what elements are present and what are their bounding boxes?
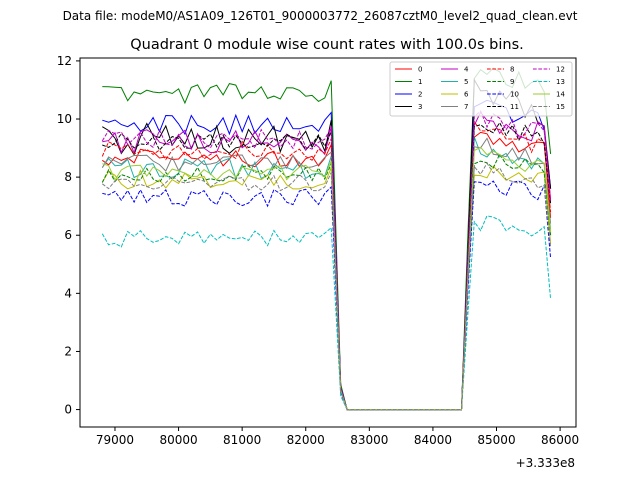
x-tick-label: 81000 bbox=[223, 433, 261, 447]
y-tick-label: 4 bbox=[64, 286, 72, 300]
plot-frame bbox=[79, 57, 577, 428]
legend-label: 15 bbox=[556, 103, 565, 111]
legend-label: 2 bbox=[418, 91, 422, 99]
series-line-10 bbox=[102, 180, 552, 411]
y-tick-label: 8 bbox=[64, 170, 72, 184]
x-tick-label: 79000 bbox=[96, 433, 134, 447]
series-line-0 bbox=[102, 131, 552, 411]
series-line-15 bbox=[101, 162, 552, 411]
series-line-8 bbox=[101, 120, 552, 411]
y-tick-label: 0 bbox=[64, 403, 72, 417]
y-tick-label: 6 bbox=[64, 228, 72, 242]
legend-label: 4 bbox=[464, 66, 469, 74]
x-offset-label: +3.333e8 bbox=[516, 456, 575, 470]
series-line-9 bbox=[101, 153, 552, 411]
legend-label: 7 bbox=[464, 103, 468, 111]
legend-label: 3 bbox=[418, 103, 422, 111]
x-tick-label: 83000 bbox=[350, 433, 388, 447]
x-tick-label: 80000 bbox=[159, 433, 197, 447]
legend-label: 1 bbox=[418, 78, 422, 86]
x-tick-label: 84000 bbox=[414, 433, 452, 447]
x-tick-label: 82000 bbox=[287, 433, 325, 447]
legend-label: 9 bbox=[510, 78, 514, 86]
series-line-14 bbox=[102, 146, 552, 411]
legend-label: 10 bbox=[510, 91, 519, 99]
y-tick-label: 10 bbox=[57, 112, 72, 126]
legend-label: 12 bbox=[556, 66, 565, 74]
y-tick-label: 12 bbox=[57, 54, 72, 68]
y-tick-label: 2 bbox=[64, 344, 72, 358]
chart-title: Quadrant 0 module wise count rates with … bbox=[130, 37, 524, 53]
x-tick-label: 85000 bbox=[477, 433, 515, 447]
x-axis: 79000 80000 81000 82000 83000 84000 85000 86000 bbox=[96, 427, 579, 447]
legend-box bbox=[389, 61, 573, 117]
series-line-13 bbox=[101, 215, 552, 411]
legend-label: 13 bbox=[556, 78, 565, 86]
series-line-6 bbox=[101, 165, 552, 411]
chart-suptitle: Data file: modeM0/AS1A09_126T01_90000037… bbox=[63, 9, 578, 23]
legend-label: 14 bbox=[556, 91, 565, 99]
series-line-11 bbox=[102, 121, 552, 411]
legend-label: 0 bbox=[418, 66, 422, 74]
legend-label: 6 bbox=[464, 91, 469, 99]
x-tick-label: 86000 bbox=[541, 433, 579, 447]
legend-label: 11 bbox=[510, 103, 519, 111]
series-line-7 bbox=[101, 137, 552, 411]
legend-label: 8 bbox=[510, 66, 514, 74]
legend-label: 5 bbox=[464, 78, 468, 86]
y-axis: 0 2 4 6 8 10 12 bbox=[57, 54, 80, 417]
